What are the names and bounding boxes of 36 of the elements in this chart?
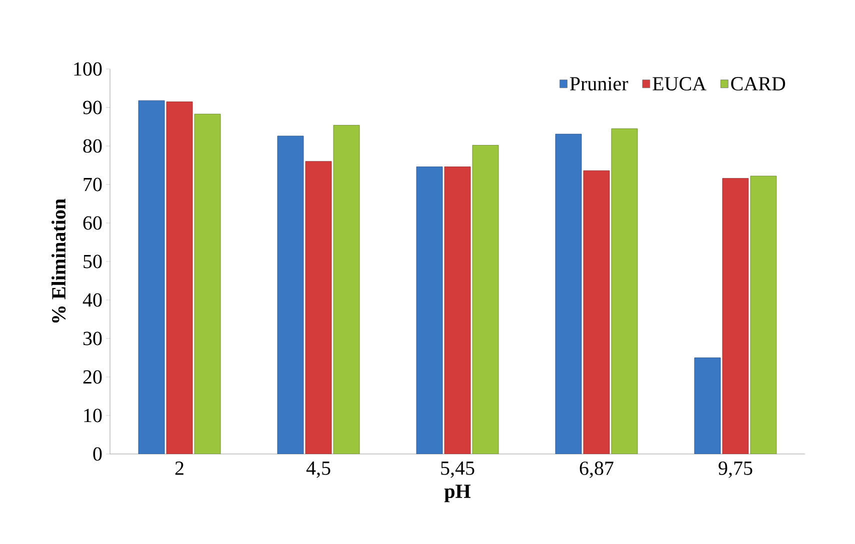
bar <box>416 166 443 454</box>
y-tick-label: 10 <box>84 408 102 422</box>
bar <box>750 176 777 454</box>
legend-label: EUCA <box>652 77 706 90</box>
x-axis-title: pH <box>444 484 471 502</box>
bar <box>694 358 721 454</box>
y-tick-label: 80 <box>83 139 102 153</box>
bar <box>138 100 165 454</box>
y-tick-label: 70 <box>84 178 102 192</box>
y-axis-title: % Elimination <box>51 198 66 322</box>
y-tick-label: 90 <box>83 100 102 114</box>
x-tick-label: 9,75 <box>718 462 752 478</box>
bar <box>166 102 193 454</box>
y-tick-label: 100 <box>74 62 102 76</box>
bar <box>277 136 304 454</box>
bar <box>611 128 638 454</box>
y-tick-label: 0 <box>93 447 102 461</box>
y-tick-label: 60 <box>83 216 102 230</box>
y-tick-label: 40 <box>82 293 102 307</box>
bar <box>583 170 610 454</box>
legend-label: Prunier <box>570 77 628 90</box>
bar <box>722 178 749 454</box>
x-tick-label: 2 <box>175 462 184 475</box>
legend-label: CARD <box>731 77 786 90</box>
bar <box>194 114 221 454</box>
x-tick-label: 5,45 <box>441 462 474 478</box>
bar <box>555 134 582 454</box>
bar <box>444 166 471 454</box>
y-tick-label: 20 <box>83 370 102 384</box>
bar <box>472 145 499 454</box>
x-tick-label: 4,5 <box>306 462 330 478</box>
bar <box>333 125 360 454</box>
y-tick-label: 30 <box>83 332 102 346</box>
x-tick-label: 6,87 <box>580 462 614 478</box>
y-tick-label: 50 <box>84 254 102 268</box>
bar <box>305 161 332 454</box>
